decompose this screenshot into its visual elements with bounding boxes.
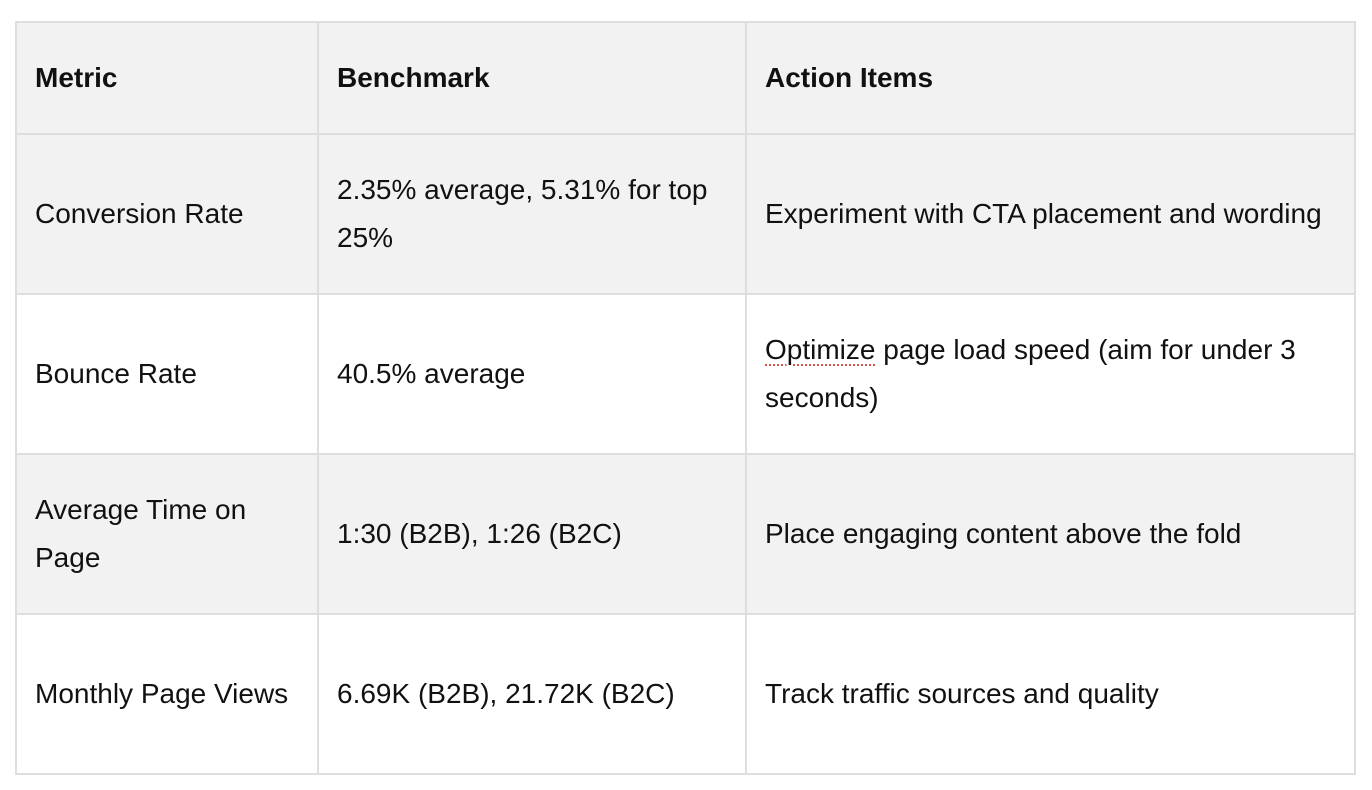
cell-metric: Bounce Rate [15,293,319,455]
cell-metric: Average Time on Page [15,453,319,615]
table-row: Average Time on Page 1:30 (B2B), 1:26 (B… [15,453,1356,615]
cell-action: Place engaging content above the fold [745,453,1356,615]
cell-metric: Conversion Rate [15,133,319,295]
table-header-row: Metric Benchmark Action Items [15,21,1356,135]
cell-metric: Monthly Page Views [15,613,319,775]
spellcheck-flagged-word[interactable]: Optimize [765,334,876,365]
cell-benchmark: 2.35% average, 5.31% for top 25% [317,133,747,295]
cell-action: Track traffic sources and quality [745,613,1356,775]
header-benchmark: Benchmark [317,21,747,135]
header-metric: Metric [15,21,319,135]
benchmark-table-container: Metric Benchmark Action Items Conversion… [15,21,1356,775]
cell-benchmark: 1:30 (B2B), 1:26 (B2C) [317,453,747,615]
cell-action-text: page load speed (aim for under 3 seconds… [765,334,1296,413]
benchmark-table: Metric Benchmark Action Items Conversion… [15,21,1356,775]
table-row: Bounce Rate 40.5% average Optimize page … [15,293,1356,455]
table-row: Monthly Page Views 6.69K (B2B), 21.72K (… [15,613,1356,775]
header-action-items: Action Items [745,21,1356,135]
cell-action: Experiment with CTA placement and wordin… [745,133,1356,295]
cell-benchmark: 6.69K (B2B), 21.72K (B2C) [317,613,747,775]
cell-benchmark: 40.5% average [317,293,747,455]
table-row: Conversion Rate 2.35% average, 5.31% for… [15,133,1356,295]
cell-action: Optimize page load speed (aim for under … [745,293,1356,455]
